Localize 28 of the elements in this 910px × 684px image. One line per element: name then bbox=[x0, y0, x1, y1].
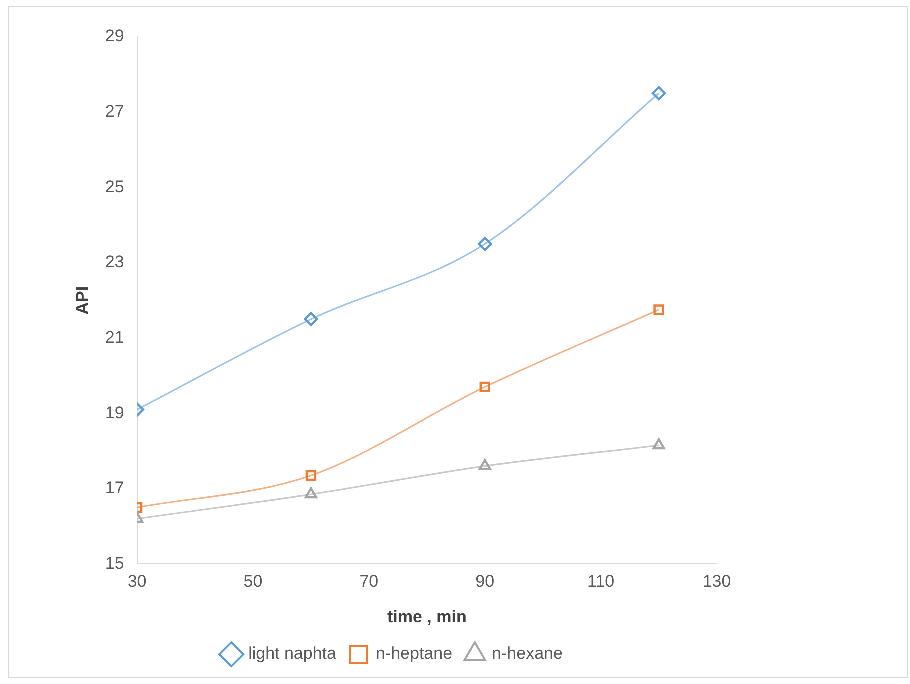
point bbox=[478, 237, 492, 252]
x-tick-label: 130 bbox=[702, 572, 732, 592]
point bbox=[480, 382, 490, 393]
point bbox=[652, 86, 666, 101]
point bbox=[652, 438, 666, 450]
y-tick-label: 29 bbox=[105, 26, 124, 46]
y-tick-label: 17 bbox=[105, 478, 124, 498]
x-tick-label: 70 bbox=[360, 572, 379, 592]
point bbox=[304, 312, 318, 327]
y-tick-label: 27 bbox=[105, 102, 124, 121]
legend-label: n-heptane bbox=[376, 644, 453, 664]
x-axis-title: time , min bbox=[387, 607, 467, 626]
x-tick-label: 110 bbox=[588, 572, 615, 592]
point bbox=[478, 459, 492, 470]
y-tick-label: 15 bbox=[105, 554, 124, 573]
point bbox=[304, 487, 318, 499]
point bbox=[654, 304, 664, 316]
x-tick-label: 30 bbox=[128, 572, 147, 592]
y-tick-label: 25 bbox=[105, 177, 124, 196]
y-axis-title: API bbox=[72, 286, 92, 315]
legend-label: light naphta bbox=[248, 644, 338, 664]
y-tick-label: 19 bbox=[105, 403, 124, 422]
point bbox=[306, 470, 317, 482]
legend-label: n-hexane bbox=[492, 644, 563, 664]
y-tick-label: 23 bbox=[105, 252, 124, 272]
x-tick-label: 50 bbox=[244, 572, 263, 592]
y-tick-label: 21 bbox=[105, 328, 124, 347]
x-tick-label: 90 bbox=[476, 572, 495, 592]
